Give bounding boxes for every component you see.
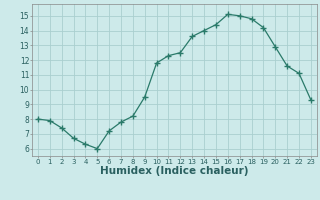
X-axis label: Humidex (Indice chaleur): Humidex (Indice chaleur) (100, 166, 249, 176)
